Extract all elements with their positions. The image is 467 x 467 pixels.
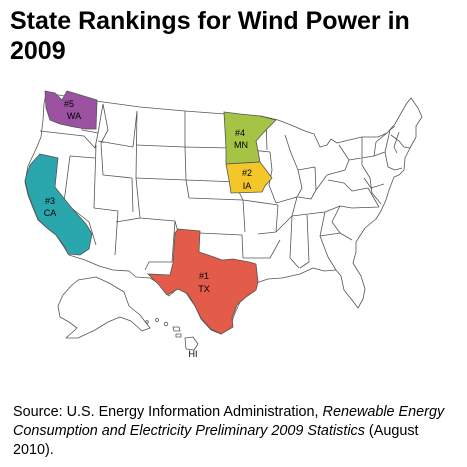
map-title: State Rankings for Wind Power in 2009 xyxy=(10,7,410,65)
state-texas xyxy=(146,228,259,335)
label-ia-rank: #2 xyxy=(242,168,252,178)
label-hi: HI xyxy=(189,349,198,359)
hawaii-inset xyxy=(145,318,199,351)
label-tx-state: TX xyxy=(198,284,210,294)
alaska-inset xyxy=(57,276,151,339)
state-washington xyxy=(44,90,98,130)
source-suffix: (August 2010). xyxy=(13,423,419,458)
label-ca-state: CA xyxy=(44,208,57,218)
label-tx-rank: #1 xyxy=(199,271,209,281)
us-map: #5 WA #4 MN #2 IA #3 CA #1 TX HI xyxy=(24,90,423,359)
label-mn-state: MN xyxy=(234,140,248,150)
source-prefix: Source: U.S. Energy Information Administ… xyxy=(13,404,319,420)
us-outline xyxy=(24,92,423,335)
label-wa-state: WA xyxy=(67,111,81,121)
state-california xyxy=(24,153,93,256)
source-report-title: Renewable Energy Consumption and Electri… xyxy=(13,404,445,439)
label-ca-rank: #3 xyxy=(45,196,55,206)
label-ia-state: IA xyxy=(243,181,252,191)
source-note: Source: U.S. Energy Information Administ… xyxy=(13,403,458,460)
label-mn-rank: #4 xyxy=(235,128,245,138)
state-iowa xyxy=(225,161,273,194)
label-wa-rank: #5 xyxy=(64,99,74,109)
state-minnesota xyxy=(223,111,277,165)
